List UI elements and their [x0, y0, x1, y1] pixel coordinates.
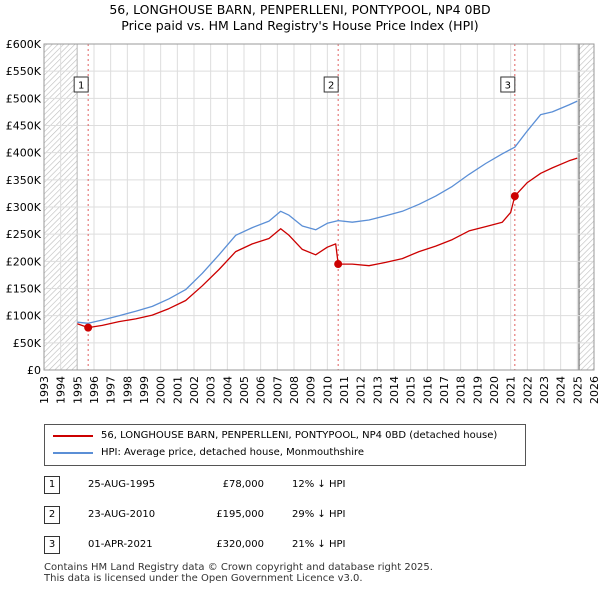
y-tick-label: £100K [6, 310, 42, 323]
footer-copyright: Contains HM Land Registry data © Crown c… [44, 562, 433, 573]
sale-price: £195,000 [216, 509, 264, 520]
x-tick-label: 1995 [71, 376, 84, 404]
y-tick-label: £300K [6, 201, 42, 214]
x-tick-label: 2010 [321, 376, 334, 404]
sale-number: 2 [44, 506, 60, 524]
legend-swatch-hpi [53, 452, 93, 454]
sale-hpi-diff: 29% ↓ HPI [292, 509, 346, 520]
y-tick-label: £350K [6, 174, 42, 187]
y-tick-label: £550K [6, 65, 42, 78]
x-tick-label: 2012 [355, 376, 368, 404]
x-tick-label: 1999 [138, 376, 151, 404]
x-tick-label: 2004 [221, 376, 234, 404]
footer: Contains HM Land Registry data © Crown c… [44, 562, 433, 584]
sale-marker-box [73, 76, 89, 93]
x-tick-label: 1997 [105, 376, 118, 404]
x-tick-label: 1996 [88, 376, 101, 404]
x-tick-label: 2015 [405, 376, 418, 404]
sale-date: 25-AUG-1995 [88, 479, 156, 490]
legend: 56, LONGHOUSE BARN, PENPERLLENI, PONTYPO… [44, 424, 526, 466]
y-tick-label: £50K [13, 337, 42, 350]
y-tick-label: £600K [6, 38, 42, 51]
y-tick-label: £0 [27, 364, 41, 377]
sale-row: 3 01-APR-2021 £320,000 21% ↓ HPI [44, 536, 544, 556]
x-tick-label: 2009 [305, 376, 318, 404]
sale-hpi-diff: 12% ↓ HPI [292, 479, 346, 490]
x-tick-label: 2013 [371, 376, 384, 404]
x-tick-label: 1993 [38, 376, 51, 404]
x-tick-label: 2007 [271, 376, 284, 404]
sale-number: 1 [44, 476, 60, 494]
sale-marker-label: 3 [505, 81, 511, 92]
sale-point [84, 323, 93, 332]
x-tick-label: 2026 [588, 376, 600, 404]
y-tick-label: £400K [6, 147, 42, 160]
legend-label-property: 56, LONGHOUSE BARN, PENPERLLENI, PONTYPO… [101, 430, 498, 441]
x-tick-label: 2000 [155, 376, 168, 404]
x-tick-label: 2003 [205, 376, 218, 404]
sale-row: 2 23-AUG-2010 £195,000 29% ↓ HPI [44, 506, 544, 526]
x-tick-label: 2019 [471, 376, 484, 404]
chart-title-line2: Price paid vs. HM Land Registry's House … [121, 18, 479, 33]
x-tick-label: 2016 [421, 376, 434, 404]
price-chart: 1 2 3 £0 £50K £100K £150K £200K £250K £300K £350K… [6, 38, 600, 404]
sale-hpi-diff: 21% ↓ HPI [292, 539, 346, 550]
legend-label-hpi: HPI: Average price, detached house, Monm… [101, 447, 365, 458]
sale-point [334, 260, 343, 269]
sale-number: 3 [44, 536, 60, 554]
sale-price: £78,000 [222, 479, 264, 490]
footer-licence: This data is licensed under the Open Gov… [44, 573, 363, 584]
y-tick-label: £150K [6, 283, 42, 296]
x-tick-label: 2005 [238, 376, 251, 404]
y-tick-label: £500K [6, 92, 42, 105]
x-tick-label: 2006 [255, 376, 268, 404]
x-tick-label: 1994 [55, 376, 68, 404]
x-tick-label: 1998 [121, 376, 134, 404]
y-tick-label: £250K [6, 228, 42, 241]
x-tick-label: 2014 [388, 376, 401, 404]
x-tick-label: 2001 [171, 376, 184, 404]
x-tick-label: 2024 [555, 376, 568, 404]
legend-swatch-property [53, 435, 93, 437]
x-tick-label: 2020 [488, 376, 501, 404]
y-tick-label: £450K [6, 120, 42, 133]
sale-marker-box [323, 76, 339, 93]
x-tick-label: 2025 [571, 376, 584, 404]
hpi-line [77, 100, 578, 324]
sale-marker-box [500, 76, 516, 93]
x-tick-label: 2008 [288, 376, 301, 404]
x-tick-label: 2017 [438, 376, 451, 404]
x-tick-label: 2018 [455, 376, 468, 404]
sale-date: 01-APR-2021 [88, 539, 153, 550]
x-tick-label: 2011 [338, 376, 351, 404]
chart-title-line1: 56, LONGHOUSE BARN, PENPERLLENI, PONTYPO… [109, 2, 491, 17]
x-tick-label: 2022 [521, 376, 534, 404]
sale-point [510, 192, 519, 201]
plot-frame [43, 43, 595, 371]
property-price-line [77, 157, 578, 329]
sale-marker-label: 1 [78, 81, 84, 92]
sale-marker-label: 2 [328, 81, 334, 92]
sale-date: 23-AUG-2010 [88, 509, 156, 520]
y-tick-label: £200K [6, 255, 42, 268]
x-tick-label: 2023 [538, 376, 551, 404]
x-tick-label: 2002 [188, 376, 201, 404]
sale-row: 1 25-AUG-1995 £78,000 12% ↓ HPI [44, 476, 544, 496]
sale-price: £320,000 [216, 539, 264, 550]
x-tick-label: 2021 [505, 376, 518, 404]
